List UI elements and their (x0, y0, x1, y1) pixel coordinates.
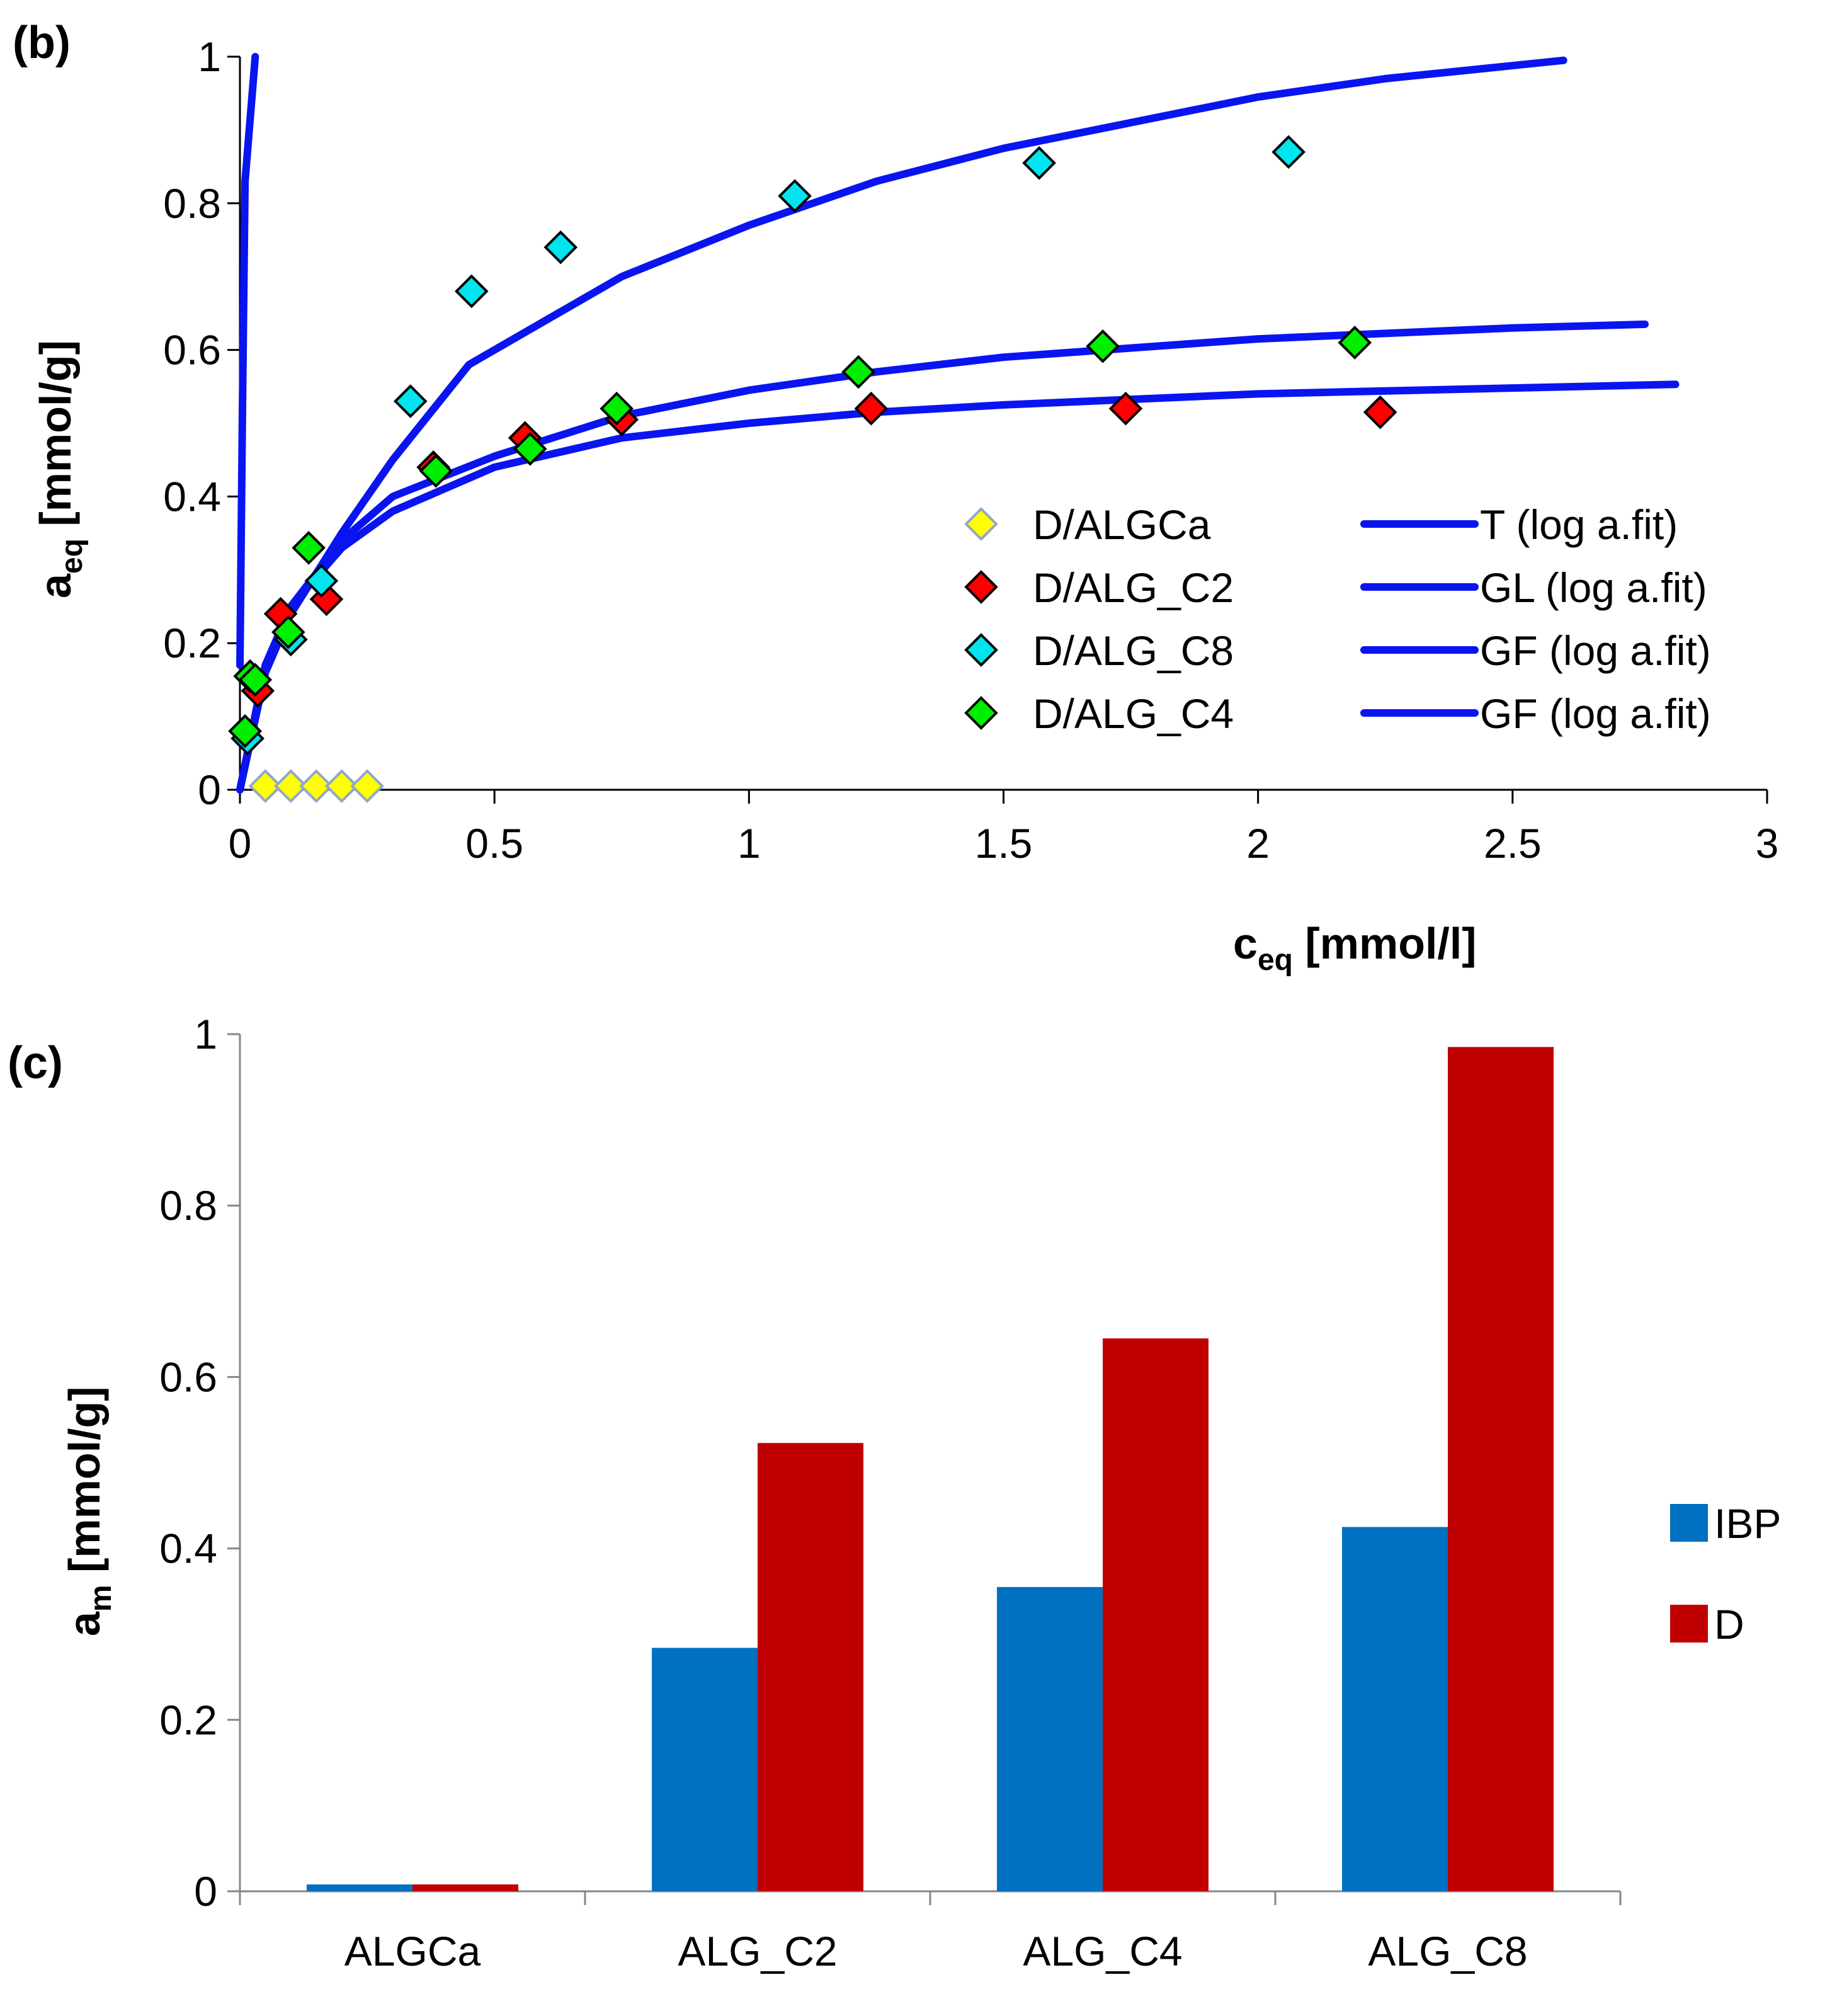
legend-swatch (1670, 1605, 1708, 1643)
legend-label: D/ALGCa (1033, 501, 1211, 548)
data-point-d-alg-c4 (1338, 326, 1372, 360)
data-point-d-alg-c4 (513, 431, 547, 466)
bar-d-alg-c8 (1448, 1047, 1554, 1891)
panel-c-y-tick-label: 1 (194, 1011, 217, 1057)
panel-b-x-tick-label: 2 (1246, 820, 1270, 867)
panel-b-x-tick-label: 1.5 (975, 820, 1033, 867)
panel-b-x-tick-label: 1 (737, 820, 761, 867)
bar-ibp-alg-c4 (997, 1586, 1103, 1891)
panel-c-y-tick-label: 0.4 (159, 1525, 217, 1572)
panel-c-x-tick-label: ALGCa (344, 1928, 481, 1974)
panel-b-label: (b) (13, 18, 71, 68)
panel-b-x-tick-label: 3 (1756, 820, 1779, 867)
data-point-d-alg-c4 (271, 615, 305, 649)
panel-b-x-tick-label: 0.5 (465, 820, 523, 867)
panel-c-y-tick-label: 0.6 (159, 1353, 217, 1400)
panel-b-y-tick-label: 0.2 (163, 620, 221, 666)
data-point-d-alg-c8 (543, 230, 578, 265)
panel-b-legend: D/ALGCa D/ALG_C2 D/ALG_C8 D/ALG_C4 T (log a.… (964, 501, 1711, 737)
legend-marker (964, 507, 998, 541)
data-point-d-alg-c4 (1086, 329, 1120, 363)
data-point-d-alg-c4 (600, 391, 634, 426)
panel-b-x-axis-label: ceq [mmol/l] (1233, 919, 1477, 977)
data-point-d-algca (299, 769, 334, 804)
legend-label: D (1714, 1601, 1744, 1648)
fit-line-6 (236, 320, 1649, 794)
panel-c-label: (c) (8, 1038, 63, 1088)
data-point-d-alg-c8 (393, 384, 428, 418)
panel-b-y-axis-label: aeq [mmol/g] (31, 340, 89, 598)
fit-line-4 (236, 53, 259, 669)
panel-b-data-points (228, 135, 1397, 804)
legend-marker (964, 696, 998, 730)
bar-ibp-algca (307, 1884, 412, 1891)
panel-b-y-tick-label: 0.6 (163, 327, 221, 373)
data-point-d-alg-c4 (238, 663, 273, 697)
panel-c-y-tick-label: 0 (194, 1868, 217, 1915)
panel-b-fit-lines (236, 53, 1680, 794)
legend-marker (964, 570, 998, 604)
data-point-d-algca (274, 769, 308, 804)
panel-b-y-tick-label: 0.4 (163, 473, 221, 520)
panel-b-x-tick-label: 0 (229, 820, 252, 867)
data-point-d-algca (324, 769, 359, 804)
data-point-d-alg-c8 (454, 274, 489, 309)
legend-marker (964, 633, 998, 667)
bar-d-alg-c2 (758, 1443, 863, 1891)
data-point-d-algca (248, 769, 283, 804)
panel-b-y-tick-label: 0.8 (163, 180, 221, 227)
panel-c-x-tick-label: ALG_C4 (1023, 1928, 1182, 1974)
data-point-d-algca (350, 769, 384, 804)
data-point-d-alg-c8 (778, 179, 812, 213)
panel-c-legend: IBP D (1670, 1500, 1781, 1648)
data-point-d-alg-c4 (292, 531, 326, 565)
bar-d-alg-c4 (1103, 1338, 1209, 1891)
panel-b-y-tick-label: 0 (198, 766, 221, 813)
bar-ibp-alg-c2 (652, 1648, 758, 1891)
panel-c-y-axis-label: am [mmol/g] (60, 1386, 118, 1636)
data-point-d-alg-c8 (304, 564, 339, 598)
legend-label: GL (log a.fit) (1480, 564, 1707, 611)
panel-c-x-tick-label: ALG_C2 (678, 1928, 837, 1974)
legend-label: D/ALG_C4 (1033, 690, 1234, 737)
fit-line-7 (236, 380, 1680, 794)
fit-line-5 (236, 56, 1567, 794)
data-point-d-alg-c2 (309, 582, 344, 617)
panel-c-y-tick-label: 0.8 (159, 1182, 217, 1229)
legend-label: T (log a.fit) (1480, 501, 1678, 548)
bar-d-algca (412, 1884, 518, 1891)
panel-b-axes: 0 0.2 0.4 0.6 0.8 1 0 0.5 1 1.5 2 2.5 3 (163, 33, 1778, 867)
bar-chart-panel-c: (c) 0 0.2 0.4 0.6 0.8 1 ALGCa ALG_C2 ALG_C4 ALG_C… (8, 1011, 1781, 1974)
legend-label: IBP (1714, 1500, 1781, 1547)
data-point-d-alg-c4 (228, 714, 262, 748)
legend-label: D/ALG_C2 (1033, 564, 1234, 611)
legend-label: D/ALG_C8 (1033, 627, 1234, 674)
legend-label: GF (log a.fit) (1480, 690, 1711, 737)
panel-b-x-tick-label: 2.5 (1484, 820, 1542, 867)
data-point-d-alg-c8 (1271, 135, 1305, 169)
panel-c-x-tick-label: ALG_C8 (1368, 1928, 1527, 1974)
data-point-d-alg-c2 (1108, 391, 1143, 426)
data-point-d-alg-c8 (1022, 145, 1056, 180)
bar-ibp-alg-c8 (1342, 1527, 1448, 1891)
panel-b-y-tick-label: 1 (198, 33, 221, 80)
data-point-d-alg-c2 (854, 391, 889, 426)
panel-c-y-tick-label: 0.2 (159, 1697, 217, 1743)
panel-c-bars (307, 1047, 1554, 1891)
data-point-d-alg-c4 (419, 453, 453, 488)
legend-label: GF (log a.fit) (1480, 627, 1711, 674)
data-point-d-alg-c2 (1363, 395, 1397, 430)
scatter-chart-panel-b: (b) 0 0.2 0.4 0.6 0.8 1 0 0.5 1 1.5 2 2.5 3 aeq [mmo… (13, 18, 1778, 977)
panel-c-axes: 0 0.2 0.4 0.6 0.8 1 ALGCa ALG_C2 ALG_C4 ALG_C8 (159, 1011, 1622, 1974)
data-point-d-alg-c4 (841, 355, 875, 389)
legend-swatch (1670, 1504, 1708, 1542)
